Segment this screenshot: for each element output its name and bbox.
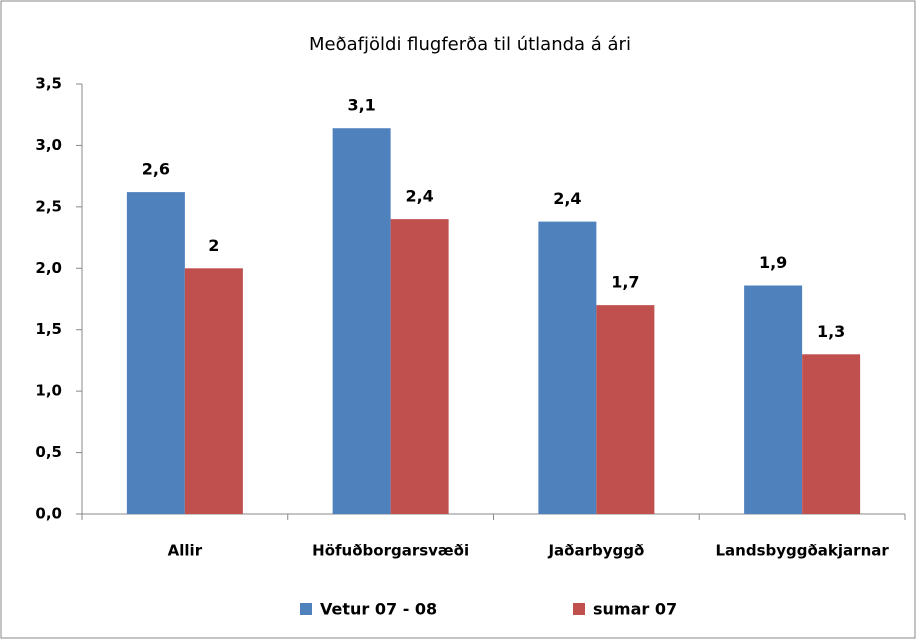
bar bbox=[126, 192, 185, 514]
y-tick-label: 2,0 bbox=[35, 259, 62, 277]
x-tick-label: Allir bbox=[168, 542, 203, 560]
y-tick-label: 3,0 bbox=[35, 136, 62, 154]
value-label: 3,1 bbox=[347, 96, 375, 115]
legend-label: Vetur 07 - 08 bbox=[320, 600, 437, 619]
legend-swatch bbox=[573, 603, 585, 615]
bar bbox=[802, 354, 861, 514]
legend-swatch bbox=[300, 603, 312, 615]
y-tick-label: 1,0 bbox=[35, 382, 62, 400]
x-tick-label: Landsbyggðakjarnar bbox=[715, 542, 889, 560]
value-label: 2,4 bbox=[405, 187, 433, 206]
bar bbox=[184, 268, 243, 514]
bar bbox=[332, 128, 391, 514]
value-label: 1,3 bbox=[817, 322, 845, 341]
y-tick-label: 0,5 bbox=[35, 443, 62, 461]
chart-title: Meðafjöldi flugferða til útlanda á ári bbox=[309, 34, 631, 55]
value-label: 2 bbox=[208, 236, 219, 255]
bar bbox=[596, 305, 655, 514]
x-tick-label: Höfuðborgarsvæði bbox=[312, 542, 469, 560]
y-tick-label: 3,5 bbox=[35, 75, 62, 93]
y-tick-label: 2,5 bbox=[35, 197, 62, 215]
bar bbox=[744, 285, 803, 514]
y-tick-label: 0,0 bbox=[35, 505, 62, 523]
legend-label: sumar 07 bbox=[593, 600, 677, 619]
x-tick-label: Jaðarbyggð bbox=[547, 542, 644, 560]
value-label: 1,9 bbox=[759, 253, 787, 272]
y-tick-label: 1,5 bbox=[35, 320, 62, 338]
value-label: 2,4 bbox=[553, 189, 581, 208]
value-label: 2,6 bbox=[142, 160, 170, 179]
bar bbox=[390, 219, 449, 514]
bar bbox=[538, 221, 597, 514]
value-label: 1,7 bbox=[611, 273, 639, 292]
